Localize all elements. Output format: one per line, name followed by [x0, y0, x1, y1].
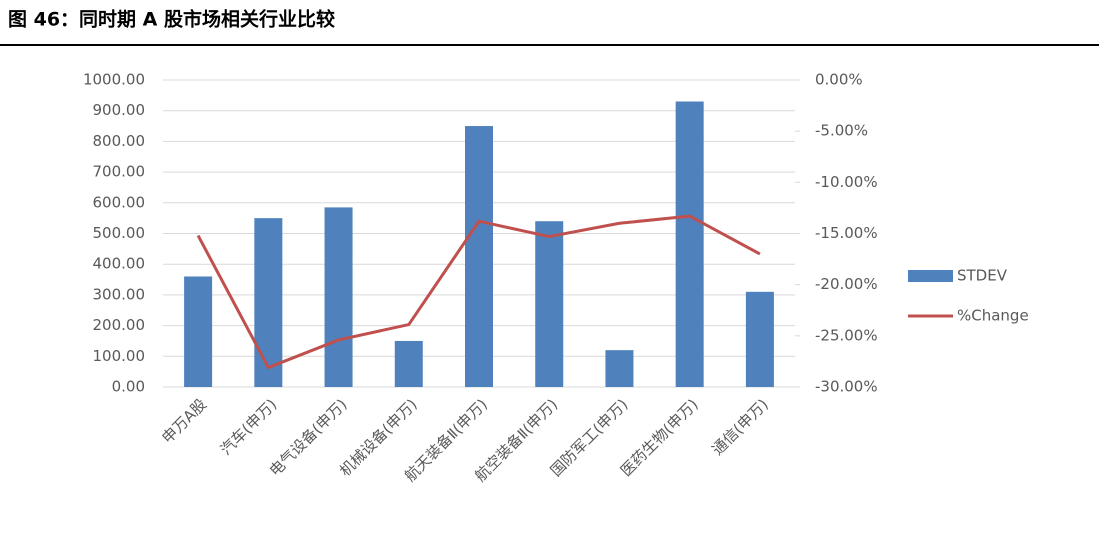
bar [254, 218, 283, 387]
y-tick-label: 700.00 [93, 163, 146, 181]
bar [745, 291, 774, 387]
y2-tick-label: -15.00% [815, 224, 878, 242]
y-tick-label: 0.00 [112, 378, 145, 396]
bar [394, 340, 423, 387]
bar [465, 126, 493, 388]
bar [675, 101, 704, 388]
x-tick-label: 通信(申万) [708, 395, 771, 458]
y2-tick-label: -25.00% [815, 326, 878, 344]
y-tick-label: 800.00 [93, 132, 146, 150]
y-tick-label: 200.00 [93, 316, 146, 334]
bar [605, 350, 634, 387]
y-tick-label: 500.00 [93, 224, 146, 242]
legend-label: STDEV [957, 267, 1008, 285]
y-tick-label: 400.00 [93, 255, 146, 273]
bar [535, 221, 564, 387]
y-tick-label: 1000.00 [83, 71, 145, 89]
y2-tick-label: -10.00% [815, 173, 878, 191]
y2-tick-label: -5.00% [815, 122, 868, 140]
y-tick-label: 600.00 [93, 193, 146, 211]
y2-tick-label: 0.00% [815, 71, 863, 89]
y-tick-label: 100.00 [93, 347, 146, 365]
y2-tick-label: -20.00% [815, 275, 878, 293]
legend-swatch [908, 270, 953, 282]
y-tick-label: 900.00 [93, 101, 146, 119]
bar [184, 276, 213, 387]
line [196, 214, 761, 370]
y2-tick-label: -30.00% [815, 378, 878, 396]
x-tick-label: 申万A股 [158, 395, 210, 447]
y-tick-label: 300.00 [93, 285, 146, 303]
legend-label: %Change [957, 307, 1029, 325]
chart-title: 图 46：同时期 A 股市场相关行业比较 [8, 8, 335, 31]
bar [324, 207, 353, 387]
x-tick-label: 汽车(申万) [217, 395, 280, 458]
